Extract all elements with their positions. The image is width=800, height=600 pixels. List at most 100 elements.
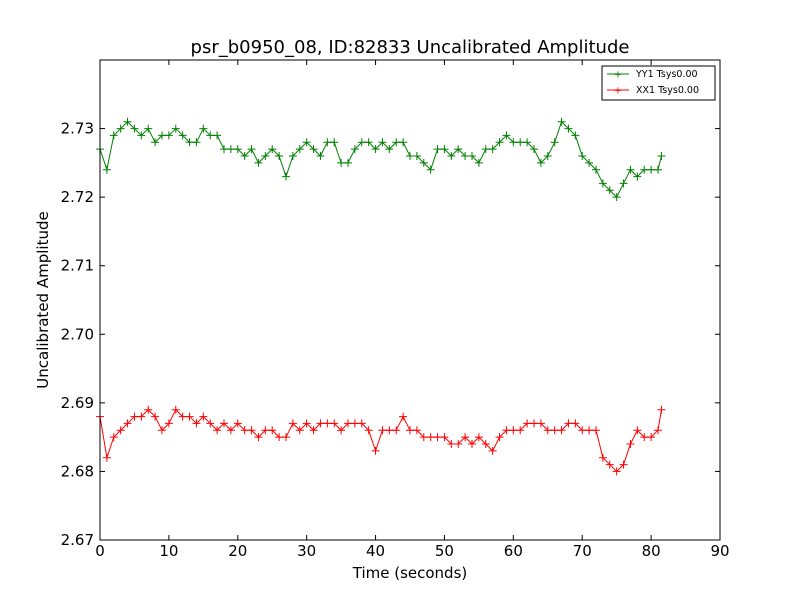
y-tick-label: 2.69 — [61, 394, 94, 412]
data-point — [350, 145, 359, 154]
data-point — [647, 433, 656, 442]
data-point — [137, 412, 146, 421]
data-point — [371, 446, 380, 455]
data-point — [350, 419, 359, 428]
data-point — [254, 158, 263, 167]
data-point — [254, 433, 263, 442]
data-point — [371, 145, 380, 154]
data-point — [116, 426, 125, 435]
data-point — [447, 440, 456, 448]
data-point — [330, 138, 339, 147]
x-tick-label: 0 — [95, 542, 105, 560]
x-tick-label: 80 — [642, 542, 661, 560]
data-point — [564, 124, 573, 133]
data-point — [144, 405, 153, 414]
data-point — [109, 433, 118, 442]
y-tick-label: 2.72 — [61, 188, 94, 206]
data-point — [295, 145, 304, 154]
data-point — [598, 179, 607, 188]
legend-marker-xx1: + — [614, 86, 622, 97]
legend-marker-yy1: + — [614, 70, 622, 81]
legend-label-yy1: YY1 Tsys0.00 — [635, 69, 698, 80]
data-point — [516, 138, 525, 147]
data-point — [585, 426, 594, 435]
data-point — [337, 426, 346, 435]
data-point — [392, 426, 401, 435]
data-point — [164, 131, 173, 140]
data-point — [399, 412, 408, 421]
data-point — [240, 426, 249, 435]
data-point — [619, 179, 628, 188]
data-point — [309, 145, 318, 154]
data-point — [619, 460, 628, 469]
data-point — [502, 131, 511, 140]
data-point — [337, 158, 346, 167]
data-point — [158, 426, 166, 435]
data-point — [654, 426, 662, 435]
data-point — [185, 138, 194, 147]
data-point — [502, 426, 511, 435]
data-point — [440, 433, 449, 442]
data-point — [171, 405, 180, 414]
data-point — [557, 426, 566, 435]
x-tick-label: 90 — [710, 542, 729, 560]
data-point — [206, 131, 215, 140]
data-point — [357, 138, 366, 147]
data-point — [385, 426, 394, 435]
data-point — [488, 145, 497, 154]
data-point — [233, 145, 242, 154]
data-point — [275, 433, 284, 442]
data-point — [220, 419, 228, 428]
x-axis-label: Time (seconds) — [352, 564, 468, 582]
data-point — [213, 131, 222, 140]
x-tick-label: 10 — [159, 542, 178, 560]
data-point — [557, 117, 566, 126]
data-point — [481, 440, 490, 448]
data-point — [447, 152, 456, 160]
chart-title: psr_b0950_08, ID:82833 Uncalibrated Ampl… — [191, 37, 630, 58]
data-point — [282, 172, 290, 181]
data-point — [316, 419, 325, 428]
data-point — [536, 419, 545, 428]
data-point — [454, 440, 463, 448]
data-point — [654, 165, 662, 174]
data-point — [536, 158, 545, 167]
data-point — [543, 426, 552, 435]
data-point — [578, 426, 587, 435]
series-0 — [96, 117, 666, 202]
data-point — [592, 165, 600, 174]
data-point — [433, 433, 442, 442]
data-point — [530, 419, 538, 428]
data-point — [102, 165, 111, 174]
data-point — [226, 426, 235, 435]
data-point — [399, 138, 408, 147]
data-point — [302, 138, 311, 147]
y-tick-label: 2.71 — [61, 257, 94, 275]
data-point — [123, 117, 132, 126]
data-point — [192, 419, 201, 428]
plot-frame — [99, 59, 721, 541]
data-point — [543, 152, 552, 160]
data-point — [302, 419, 311, 428]
data-point — [268, 145, 277, 154]
x-tick-label: 20 — [228, 542, 247, 560]
legend-label-xx1: XX1 Tsys0.00 — [636, 85, 699, 96]
data-point — [523, 419, 532, 428]
axis-ticks: 0 10 20 30 40 50 60 70 80 90 2.67 2.68 2.69 2.70 2.71 2… — [61, 60, 730, 560]
data-point — [344, 419, 352, 428]
y-axis-label: Uncalibrated Amplitude — [34, 211, 52, 388]
data-point — [657, 152, 666, 160]
data-point — [178, 131, 187, 140]
data-point — [474, 158, 483, 167]
data-point — [461, 433, 470, 442]
data-point — [468, 152, 476, 160]
data-point — [571, 131, 580, 140]
data-point — [454, 145, 463, 154]
data-point — [164, 419, 173, 428]
data-point — [392, 138, 401, 147]
data-point — [530, 145, 538, 154]
data-point — [247, 145, 256, 154]
data-point — [412, 426, 421, 435]
data-point — [550, 138, 559, 147]
data-point — [640, 433, 649, 442]
